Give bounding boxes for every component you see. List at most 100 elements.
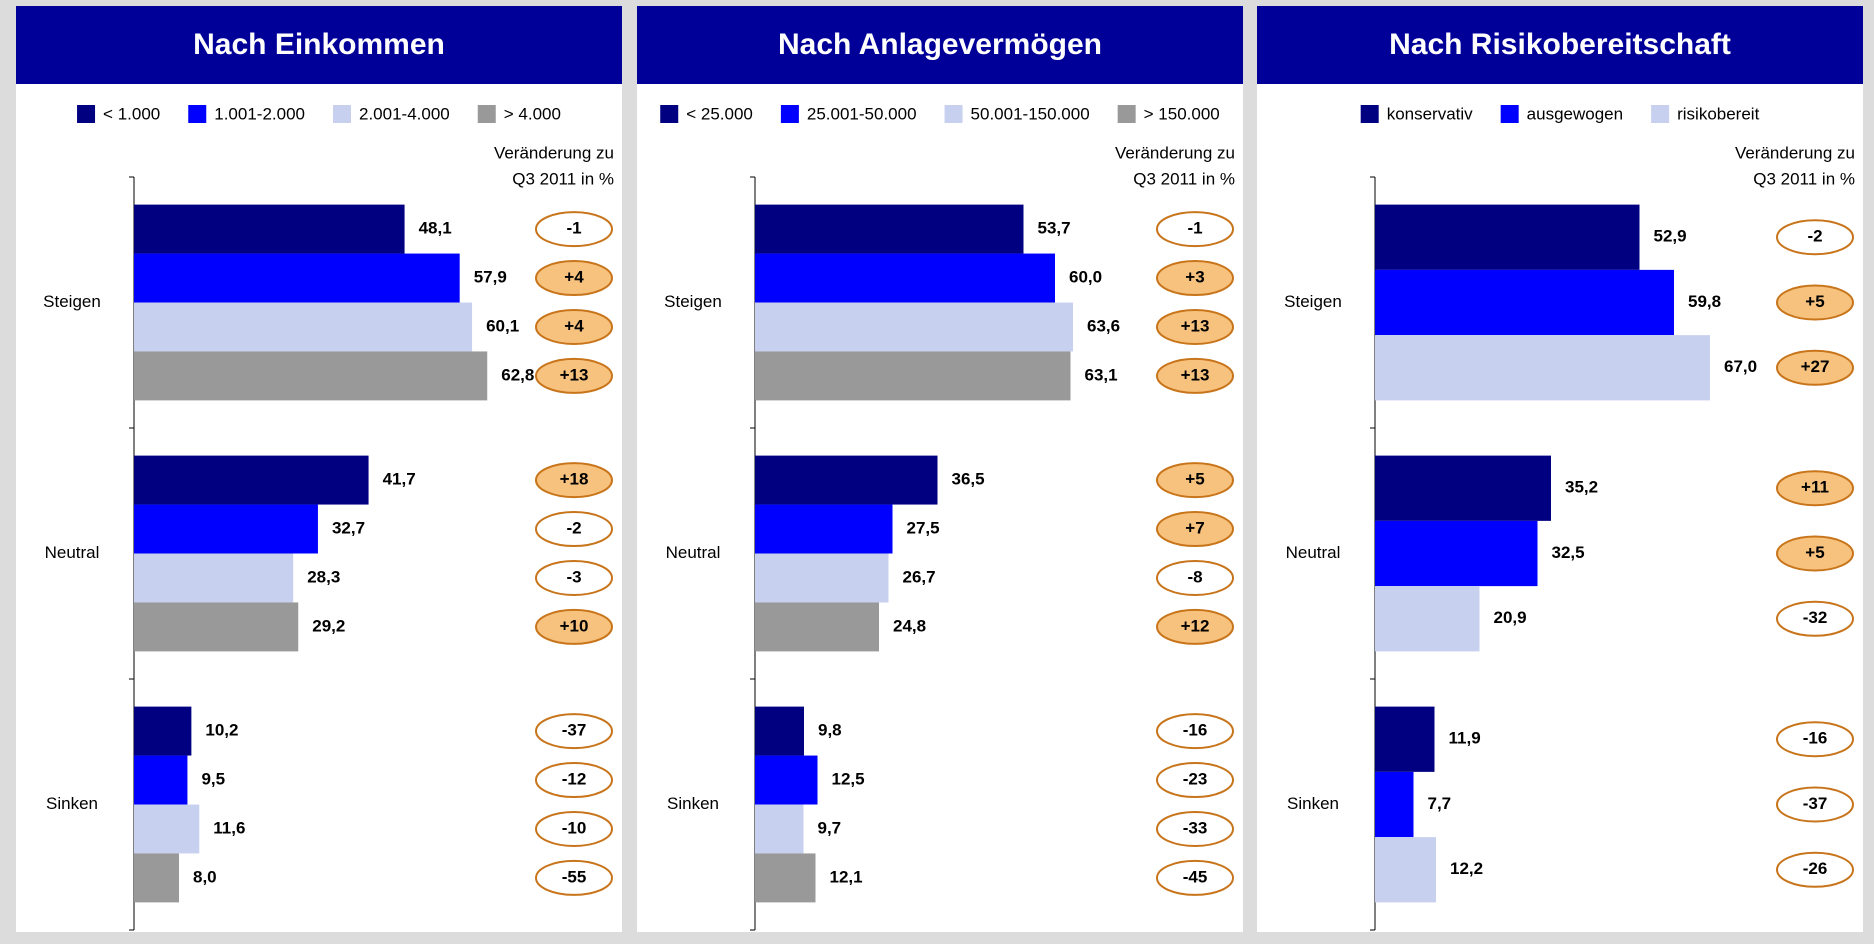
change-badge xyxy=(535,511,613,548)
legend-label: ausgewogen xyxy=(1527,104,1623,123)
title-bar xyxy=(16,6,622,84)
change-badge xyxy=(1156,713,1234,750)
change-label: +5 xyxy=(1805,292,1824,311)
change-badge xyxy=(1156,511,1234,548)
change-badge xyxy=(535,559,613,596)
change-badge xyxy=(535,308,613,345)
bar xyxy=(755,302,1073,352)
change-badge xyxy=(535,859,613,896)
value-label: 48,1 xyxy=(419,219,452,238)
bar xyxy=(134,602,299,652)
change-badge xyxy=(1776,219,1854,256)
change-label: +4 xyxy=(564,268,584,287)
change-label: -33 xyxy=(1183,818,1208,837)
change-label: -32 xyxy=(1803,608,1828,627)
value-label: 63,6 xyxy=(1087,316,1120,335)
change-label: -16 xyxy=(1183,721,1208,740)
value-label: 12,1 xyxy=(830,867,863,886)
value-label: 20,9 xyxy=(1494,608,1527,627)
value-label: 26,7 xyxy=(903,567,936,586)
change-label: -8 xyxy=(1187,567,1202,586)
value-label: 67,0 xyxy=(1724,357,1757,376)
change-label: +13 xyxy=(1181,365,1210,384)
value-label: 10,2 xyxy=(205,721,238,740)
legend-label: konservativ xyxy=(1387,104,1473,123)
panel: Nach Einkommen < 1.000 1.001-2.000 2.001-4.… xyxy=(16,6,622,932)
change-badge xyxy=(535,260,613,297)
bar xyxy=(755,204,1024,254)
value-label: 63,1 xyxy=(1085,365,1118,384)
category-label: Sinken xyxy=(46,794,98,813)
value-label: 9,5 xyxy=(201,770,225,789)
value-label: 60,1 xyxy=(486,316,519,335)
bar xyxy=(134,755,188,805)
change-label: -2 xyxy=(566,519,581,538)
change-badge xyxy=(1776,600,1854,637)
legend-label: > 150.000 xyxy=(1144,104,1220,123)
panel-title: Nach Risikobereitschaft xyxy=(1389,28,1731,61)
annotation: Q3 2011 in % xyxy=(512,169,614,188)
change-badge xyxy=(1156,810,1234,847)
bar xyxy=(755,253,1055,303)
change-label: +7 xyxy=(1185,519,1204,538)
panel: Nach Risikobereitschaft konservativ ausgew… xyxy=(1257,6,1863,932)
bar xyxy=(1375,706,1435,772)
change-badge xyxy=(1156,357,1234,394)
legend: < 1.000 1.001-2.000 2.001-4.000 > 4.000 xyxy=(77,104,561,123)
legend: < 25.000 25.001-50.000 50.001-150.000 > 150… xyxy=(660,104,1220,123)
value-label: 41,7 xyxy=(383,470,416,489)
value-label: 57,9 xyxy=(474,268,507,287)
change-label: -55 xyxy=(562,867,587,886)
value-label: 27,5 xyxy=(907,519,940,538)
change-badge xyxy=(1776,535,1854,572)
category-label: Sinken xyxy=(667,794,719,813)
legend-label: > 4.000 xyxy=(504,104,561,123)
change-label: -3 xyxy=(566,567,581,586)
change-label: +12 xyxy=(1181,616,1210,635)
bar xyxy=(755,804,804,854)
value-label: 24,8 xyxy=(893,616,926,635)
change-label: -12 xyxy=(562,770,587,789)
value-label: 9,8 xyxy=(818,721,842,740)
change-badge xyxy=(1156,559,1234,596)
bar xyxy=(134,351,488,401)
bar xyxy=(134,253,460,303)
legend-label: < 25.000 xyxy=(686,104,753,123)
bar xyxy=(134,455,369,505)
value-label: 12,2 xyxy=(1450,859,1483,878)
change-label: +18 xyxy=(560,470,589,489)
change-label: +13 xyxy=(560,365,589,384)
legend-label: 2.001-4.000 xyxy=(359,104,450,123)
legend-label: 25.001-50.000 xyxy=(807,104,917,123)
legend-label: 50.001-150.000 xyxy=(971,104,1090,123)
value-label: 28,3 xyxy=(307,567,340,586)
panel-title: Nach Einkommen xyxy=(193,28,445,61)
category-label: Neutral xyxy=(45,543,100,562)
value-label: 62,8 xyxy=(501,365,534,384)
bar xyxy=(1375,335,1710,401)
change-badge xyxy=(535,608,613,645)
category-label: Steigen xyxy=(1284,292,1342,311)
bar xyxy=(134,204,405,254)
change-badge xyxy=(1156,462,1234,499)
change-label: -16 xyxy=(1803,729,1828,748)
bar xyxy=(755,602,879,652)
panel-title: Nach Anlagevermögen xyxy=(778,28,1102,61)
change-label: +11 xyxy=(1801,478,1829,497)
legend-label: 1.001-2.000 xyxy=(214,104,305,123)
bar xyxy=(1375,520,1538,587)
change-badge xyxy=(1776,284,1854,321)
bar xyxy=(755,455,938,505)
change-badge xyxy=(1156,859,1234,896)
legend-swatch xyxy=(1360,105,1379,123)
value-label: 53,7 xyxy=(1038,219,1071,238)
value-label: 12,5 xyxy=(832,770,865,789)
change-badge xyxy=(1776,786,1854,823)
change-label: +10 xyxy=(560,616,589,635)
change-label: -1 xyxy=(1187,219,1202,238)
category-label: Steigen xyxy=(43,292,101,311)
bar xyxy=(134,553,294,603)
bar xyxy=(134,302,473,352)
change-badge xyxy=(535,357,613,394)
